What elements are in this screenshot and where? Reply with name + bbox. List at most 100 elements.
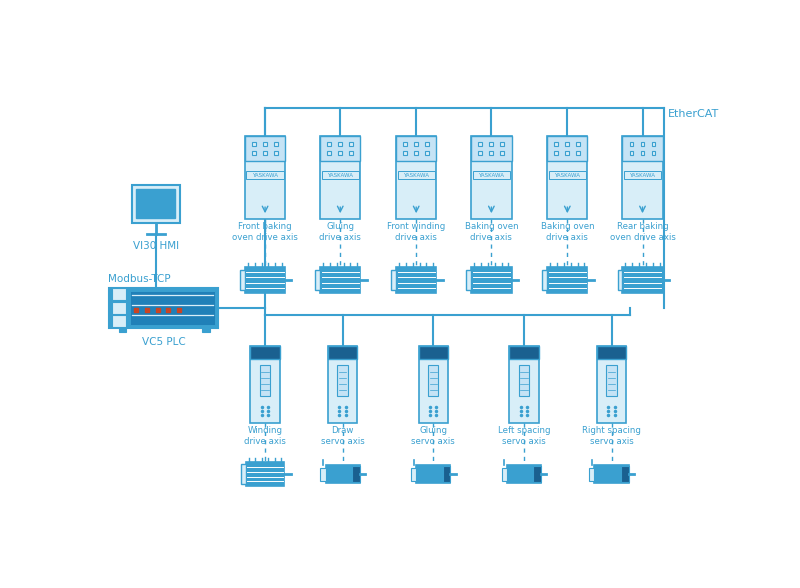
Bar [263,142,267,146]
Bar [549,171,586,179]
Bar [590,467,594,480]
Text: VI30 HMI: VI30 HMI [133,242,179,252]
Bar [426,151,429,155]
Bar [471,136,511,161]
Bar [490,151,494,155]
Text: Baking oven
drive axis: Baking oven drive axis [541,222,594,242]
Bar [260,366,270,396]
Bar [606,366,617,396]
Bar [137,189,175,218]
Bar [641,151,645,155]
Bar [245,136,286,219]
Bar [338,366,348,396]
Text: Left spacing
servo axis: Left spacing servo axis [498,426,550,446]
Text: Right spacing
servo axis: Right spacing servo axis [582,426,641,446]
Bar [327,142,331,146]
Bar [547,136,587,219]
Bar [202,328,210,332]
Text: YASKAWA: YASKAWA [403,173,429,178]
Bar [478,142,482,146]
Text: Rear baking
oven drive axis: Rear baking oven drive axis [610,222,675,242]
Text: Gluing
servo axis: Gluing servo axis [411,426,455,446]
Bar [403,151,407,155]
Bar [534,466,541,482]
Bar [320,267,361,293]
Text: YASKAWA: YASKAWA [630,173,655,178]
Bar [507,465,541,483]
Bar [246,462,285,486]
Bar [240,269,245,290]
Bar [396,136,436,161]
Bar [630,142,634,146]
Bar [509,346,538,423]
Bar [442,466,450,482]
Bar [396,136,436,219]
Bar [112,315,126,327]
Bar [478,151,482,155]
Text: YASKAWA: YASKAWA [478,173,504,178]
Bar [630,151,634,155]
Text: VC5 PLC: VC5 PLC [142,337,186,347]
Bar [398,171,435,179]
Bar [502,467,507,480]
Bar [391,269,396,290]
Bar [577,151,580,155]
Bar [132,185,180,223]
Bar [130,291,215,325]
Bar [418,346,448,359]
Bar [471,267,511,293]
Text: Winding
drive axis: Winding drive axis [244,426,286,446]
Bar [547,136,587,161]
Text: Gluing
drive axis: Gluing drive axis [319,222,361,242]
Bar [641,142,645,146]
Bar [471,136,511,219]
Text: EtherCAT: EtherCAT [668,109,719,119]
Bar [320,136,361,219]
Bar [490,142,494,146]
Bar [250,346,280,423]
Bar [566,142,570,146]
Bar [403,142,407,146]
Bar [241,464,246,484]
Text: YASKAWA: YASKAWA [327,173,354,178]
Bar [597,346,626,359]
Bar [622,136,662,219]
Text: Draw
servo axis: Draw servo axis [321,426,365,446]
Bar [338,151,342,155]
Bar [274,142,278,146]
Bar [245,267,286,293]
Bar [621,466,629,482]
Bar [274,151,278,155]
Bar [547,267,587,293]
Text: Modbus-TCP: Modbus-TCP [108,274,170,284]
Bar [411,467,416,480]
Bar [321,467,326,480]
Bar [418,346,448,423]
Bar [501,142,504,146]
Bar [542,269,547,290]
Bar [246,171,284,179]
Text: Front baking
oven drive axis: Front baking oven drive axis [232,222,298,242]
Bar [554,142,558,146]
Bar [252,142,256,146]
Bar [110,288,218,328]
Bar [428,366,438,396]
Bar [328,346,358,359]
Text: Front winding
drive axis: Front winding drive axis [387,222,446,242]
Bar [338,142,342,146]
Bar [501,151,504,155]
Bar [352,466,360,482]
Bar [350,142,354,146]
Bar [252,151,256,155]
Bar [466,269,471,290]
Bar [245,136,286,161]
Bar [597,346,626,423]
Bar [263,151,267,155]
Bar [594,465,629,483]
Bar [416,465,450,483]
Bar [414,142,418,146]
Bar [426,142,429,146]
Bar [618,269,622,290]
Bar [554,151,558,155]
Bar [396,267,436,293]
